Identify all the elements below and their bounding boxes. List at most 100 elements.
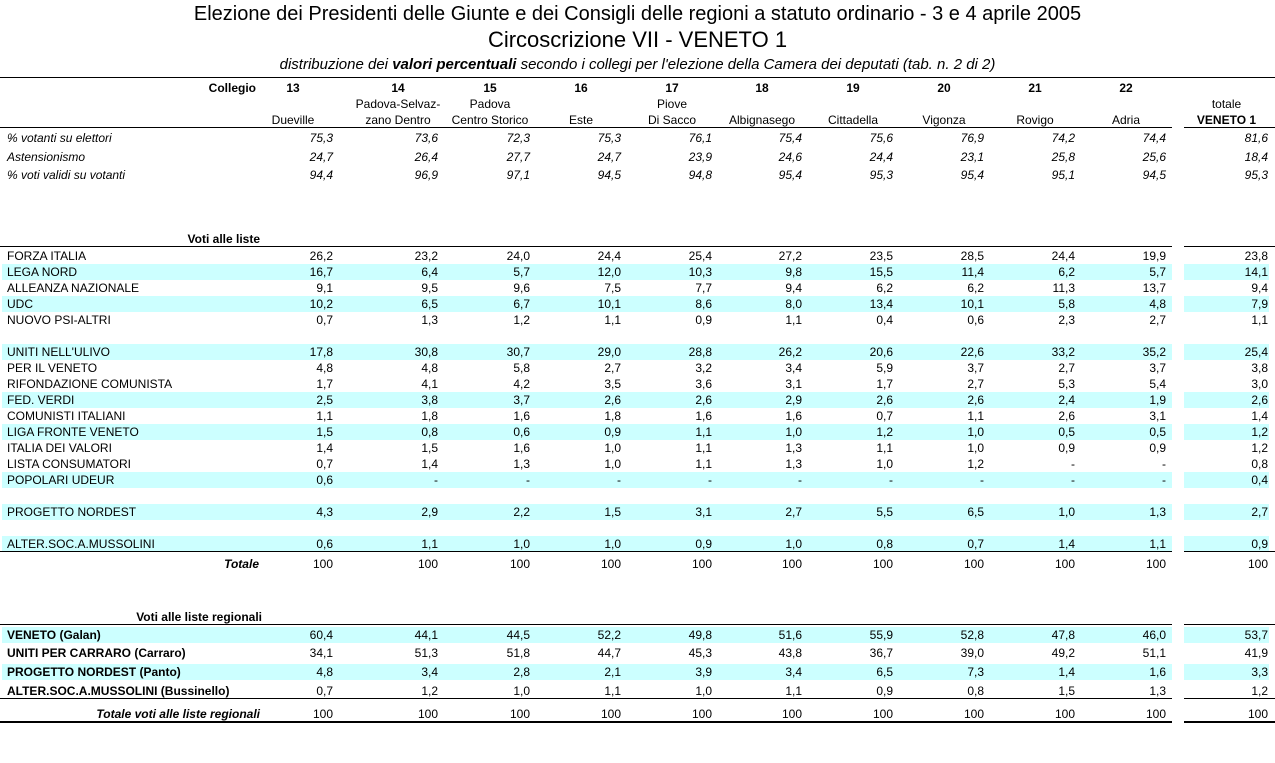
table-description: distribuzione dei valori percentuali sec… [0,57,1275,72]
column-name-line2: Di Sacco [647,113,697,127]
value-cell: 23,1 [960,150,984,164]
value-cell: 9,1 [316,281,333,295]
description-part-b: valori percentuali [392,56,517,73]
column-name-line2: Vigonza [922,113,966,127]
value-cell: 1,6 [1149,665,1166,679]
value-cell: 30,7 [506,345,530,359]
top-rule [0,77,1275,78]
value-cell: 1,7 [316,377,333,391]
value-cell: 9,8 [785,265,802,279]
lists-total-rule-total [1184,551,1275,552]
value-cell: 6,5 [876,665,893,679]
value-cell: 0,9 [604,425,621,439]
value-cell: 24,4 [869,150,893,164]
list-label: ALLEANZA NAZIONALE [7,281,140,295]
list-row-band-total [1184,392,1269,408]
value-cell: 28,5 [960,249,984,263]
total-cell: 53,7 [1244,628,1268,642]
value-cell: 20,6 [869,345,893,359]
value-cell: 2,6 [967,393,984,407]
value-cell: 2,6 [876,393,893,407]
column-number: 22 [1119,81,1133,95]
value-cell: 7,5 [604,281,621,295]
value-cell: 100 [417,557,438,571]
value-cell: 10,2 [309,297,333,311]
value-cell: 100 [600,557,621,571]
value-cell: 0,8 [967,684,984,698]
value-cell: 1,1 [604,313,621,327]
value-cell: 95,1 [1051,168,1075,182]
value-cell: 1,2 [876,425,893,439]
value-cell: 0,5 [1058,425,1075,439]
value-cell: 60,4 [309,628,333,642]
value-cell: 9,4 [785,281,802,295]
total-cell: 23,8 [1244,249,1268,263]
value-cell: 1,0 [1058,505,1075,519]
value-cell: 5,9 [876,361,893,375]
value-cell: 4,1 [421,377,438,391]
value-cell: 6,5 [967,505,984,519]
value-cell: 2,7 [1149,313,1166,327]
value-cell: 1,1 [421,537,438,551]
value-cell: 2,7 [604,361,621,375]
list-row-band [2,392,1172,408]
value-cell: 6,2 [876,281,893,295]
value-cell: 1,0 [695,684,712,698]
value-cell: 13,7 [1142,281,1166,295]
value-cell: 72,3 [506,131,530,145]
regional-rule [0,624,1172,625]
value-cell: 100 [600,707,621,721]
total-column-line2: VENETO 1 [1196,113,1257,127]
total-cell: 7,9 [1251,297,1268,311]
value-cell: 8,0 [785,297,802,311]
total-cell: 1,2 [1251,684,1268,698]
value-cell: 1,4 [421,457,438,471]
value-cell: - [889,473,893,487]
value-cell: 1,1 [695,441,712,455]
value-cell: 1,2 [513,313,530,327]
column-number: 16 [574,81,588,95]
list-row-band-total [1184,536,1269,552]
total-cell: 1,1 [1251,313,1268,327]
value-cell: 8,6 [695,297,712,311]
value-cell: 1,5 [316,425,333,439]
value-cell: 1,5 [604,505,621,519]
value-cell: 100 [963,707,984,721]
regional-label: VENETO (Galan) [7,628,101,642]
header-rule-total [1184,127,1275,128]
value-cell: 1,3 [1149,505,1166,519]
column-name-line1: Padova-Selvaz- [355,97,441,111]
total-column-line1: totale [1211,97,1242,111]
value-cell: 0,5 [1149,425,1166,439]
value-cell: 1,3 [513,457,530,471]
value-cell: 2,5 [316,393,333,407]
value-cell: 2,3 [1058,313,1075,327]
value-cell: 43,8 [778,646,802,660]
total-cell: 0,8 [1251,457,1268,471]
value-cell: 3,1 [785,377,802,391]
list-label: FED. VERDI [7,393,75,407]
value-cell: 1,1 [695,425,712,439]
value-cell: 34,1 [309,646,333,660]
list-row-band-total [1184,344,1269,360]
lists-heading: Voti alle liste [187,232,260,246]
value-cell: 52,2 [597,628,621,642]
value-cell: 75,6 [869,131,893,145]
value-cell: 1,5 [421,441,438,455]
value-cell: 3,7 [967,361,984,375]
column-name-line1: Padova [469,97,511,111]
column-name-line2: Albignasego [728,113,796,127]
value-cell: 36,7 [869,646,893,660]
value-cell: - [526,473,530,487]
value-cell: 1,1 [695,457,712,471]
column-name-line2: Este [568,113,593,127]
value-cell: 3,4 [785,665,802,679]
column-name-line2: zano Dentro [365,113,431,127]
value-cell: - [708,473,712,487]
list-label: COMUNISTI ITALIANI [7,409,126,423]
value-cell: 100 [417,707,438,721]
value-cell: 2,8 [513,665,530,679]
total-cell: 2,7 [1251,505,1268,519]
value-cell: 2,7 [785,505,802,519]
value-cell: 1,0 [513,537,530,551]
